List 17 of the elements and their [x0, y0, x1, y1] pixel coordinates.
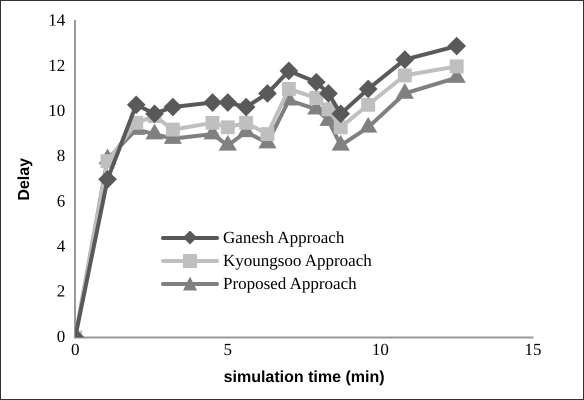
- y-tick-label: 4: [56, 236, 66, 256]
- y-tick-label: 2: [56, 282, 66, 301]
- legend-label: Kyoungsoo Approach: [223, 250, 372, 270]
- y-tick-label: 12: [48, 56, 66, 75]
- legend-label: Proposed Approach: [223, 274, 357, 294]
- y-tick-label: 0: [56, 326, 66, 346]
- legend-label: Ganesh Approach: [223, 228, 344, 248]
- x-tick-label: 15: [524, 340, 542, 360]
- x-axis-title: simulation time (min): [224, 368, 385, 386]
- y-axis-title: Delay: [16, 158, 34, 201]
- y-tick-label: 8: [56, 146, 66, 166]
- y-tick-label: 14: [48, 10, 66, 30]
- x-tick-label: 0: [70, 340, 80, 360]
- x-tick-label: 10: [372, 340, 389, 360]
- y-tick-label: 6: [56, 191, 66, 210]
- x-tick-label: 5: [224, 340, 232, 360]
- y-tick-label: 10: [48, 101, 66, 120]
